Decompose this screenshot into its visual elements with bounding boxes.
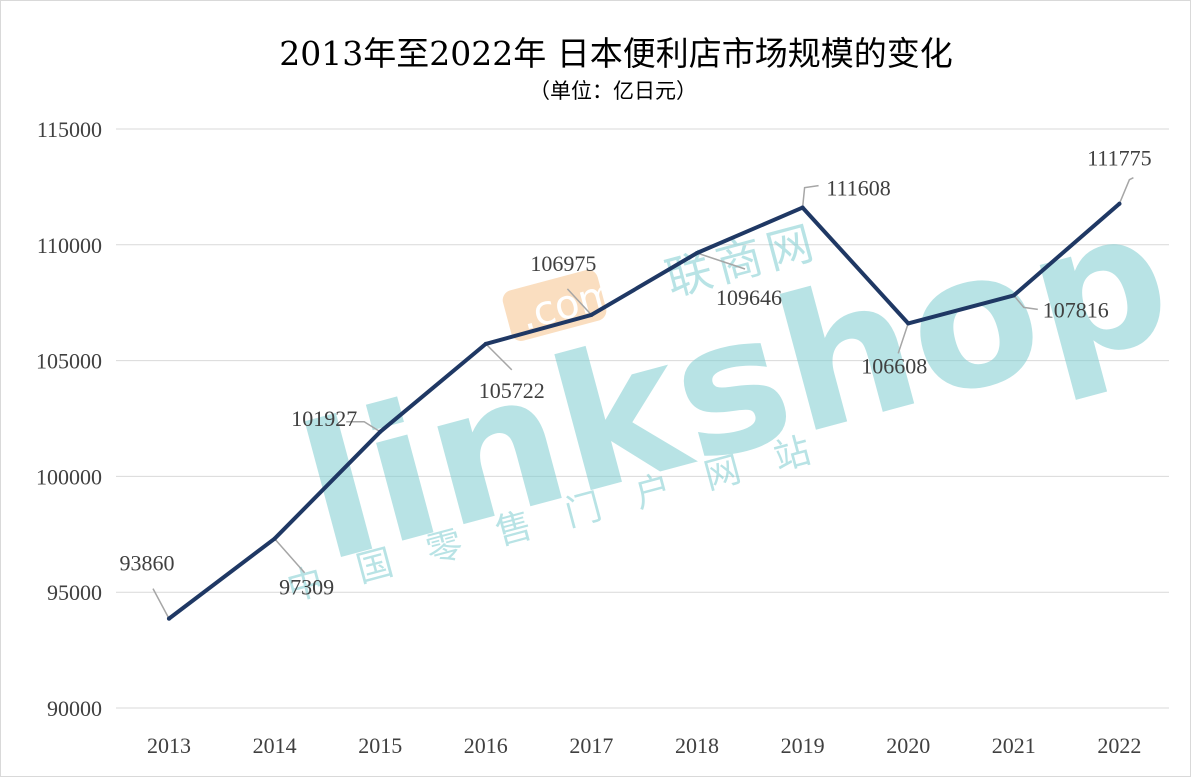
data-label-2015: 101927 [291,406,357,431]
data-label-2014: 97309 [279,575,334,600]
x-tick-label-2022: 2022 [1097,733,1141,758]
x-tick-label-2013: 2013 [147,733,191,758]
watermark-com-badge [502,269,607,341]
data-label-2019: 111608 [826,176,890,201]
leader-line-2015 [346,421,381,433]
data-point-2014 [272,536,277,541]
y-tick-label-110000: 110000 [37,233,102,258]
data-point-2019 [800,205,805,210]
data-label-leaders [152,177,1134,619]
data-label-2013: 93860 [120,551,175,576]
leader-line-2013 [152,588,170,619]
data-point-2015 [378,429,383,434]
series-layer [167,201,1122,621]
x-tick-label-2019: 2019 [781,733,825,758]
y-tick-label-115000: 115000 [37,117,102,142]
leader-line-2018 [696,252,746,270]
chart-subtitle: （单位：亿日元） [529,79,697,103]
data-labels: 93860 97309 101927 105722 106975 109646 111608… [120,146,1152,600]
data-point-2018 [695,250,699,255]
series-line [167,201,1122,621]
data-label-2022: 111775 [1087,146,1151,171]
data-label-2016: 105722 [479,378,545,403]
data-label-2018: 109646 [716,285,782,310]
chart-title: 2013年至2022年 日本便利店市场规模的变化 [279,34,952,73]
x-tick-label-2014: 2014 [253,733,297,758]
x-tick-label-2021: 2021 [992,733,1036,758]
linkshop-watermark: linkshop .com 联商网 中国零售门户网站 [281,166,1190,609]
y-axis-ticks: 90000 95000 100000 105000 110000 115000 [36,117,102,721]
x-tick-label-2015: 2015 [358,733,402,758]
y-tick-label-90000: 90000 [47,696,102,721]
leader-line-2020 [897,323,909,354]
leader-line-2016 [485,343,513,371]
x-tick-label-2020: 2020 [886,733,930,758]
leader-line-2019 [801,184,819,208]
leader-line-2014 [274,538,306,574]
x-tick-label-2016: 2016 [464,733,508,758]
data-point-2021 [1011,293,1016,298]
gridlines [116,128,1169,709]
data-point-2017 [589,312,594,317]
data-point-2020 [906,321,911,326]
data-point-2013 [167,616,171,621]
leader-line-2017 [566,288,592,316]
x-tick-label-2017: 2017 [569,733,613,758]
y-tick-label-100000: 100000 [36,464,102,489]
data-label-2017: 106975 [530,251,596,276]
leader-line-2021 [1013,294,1038,311]
data-point-2016 [483,341,488,346]
leader-line-2022 [1118,177,1134,204]
x-tick-label-2018: 2018 [675,733,719,758]
y-tick-label-105000: 105000 [36,349,102,374]
data-label-2021: 107816 [1043,297,1109,322]
data-point-2022 [1117,201,1122,206]
y-tick-label-95000: 95000 [47,580,102,605]
x-axis-ticks: 2013 2014 2015 2016 2017 2018 2019 2020 2021 2022 [147,733,1141,758]
data-label-2020: 106608 [861,353,927,378]
